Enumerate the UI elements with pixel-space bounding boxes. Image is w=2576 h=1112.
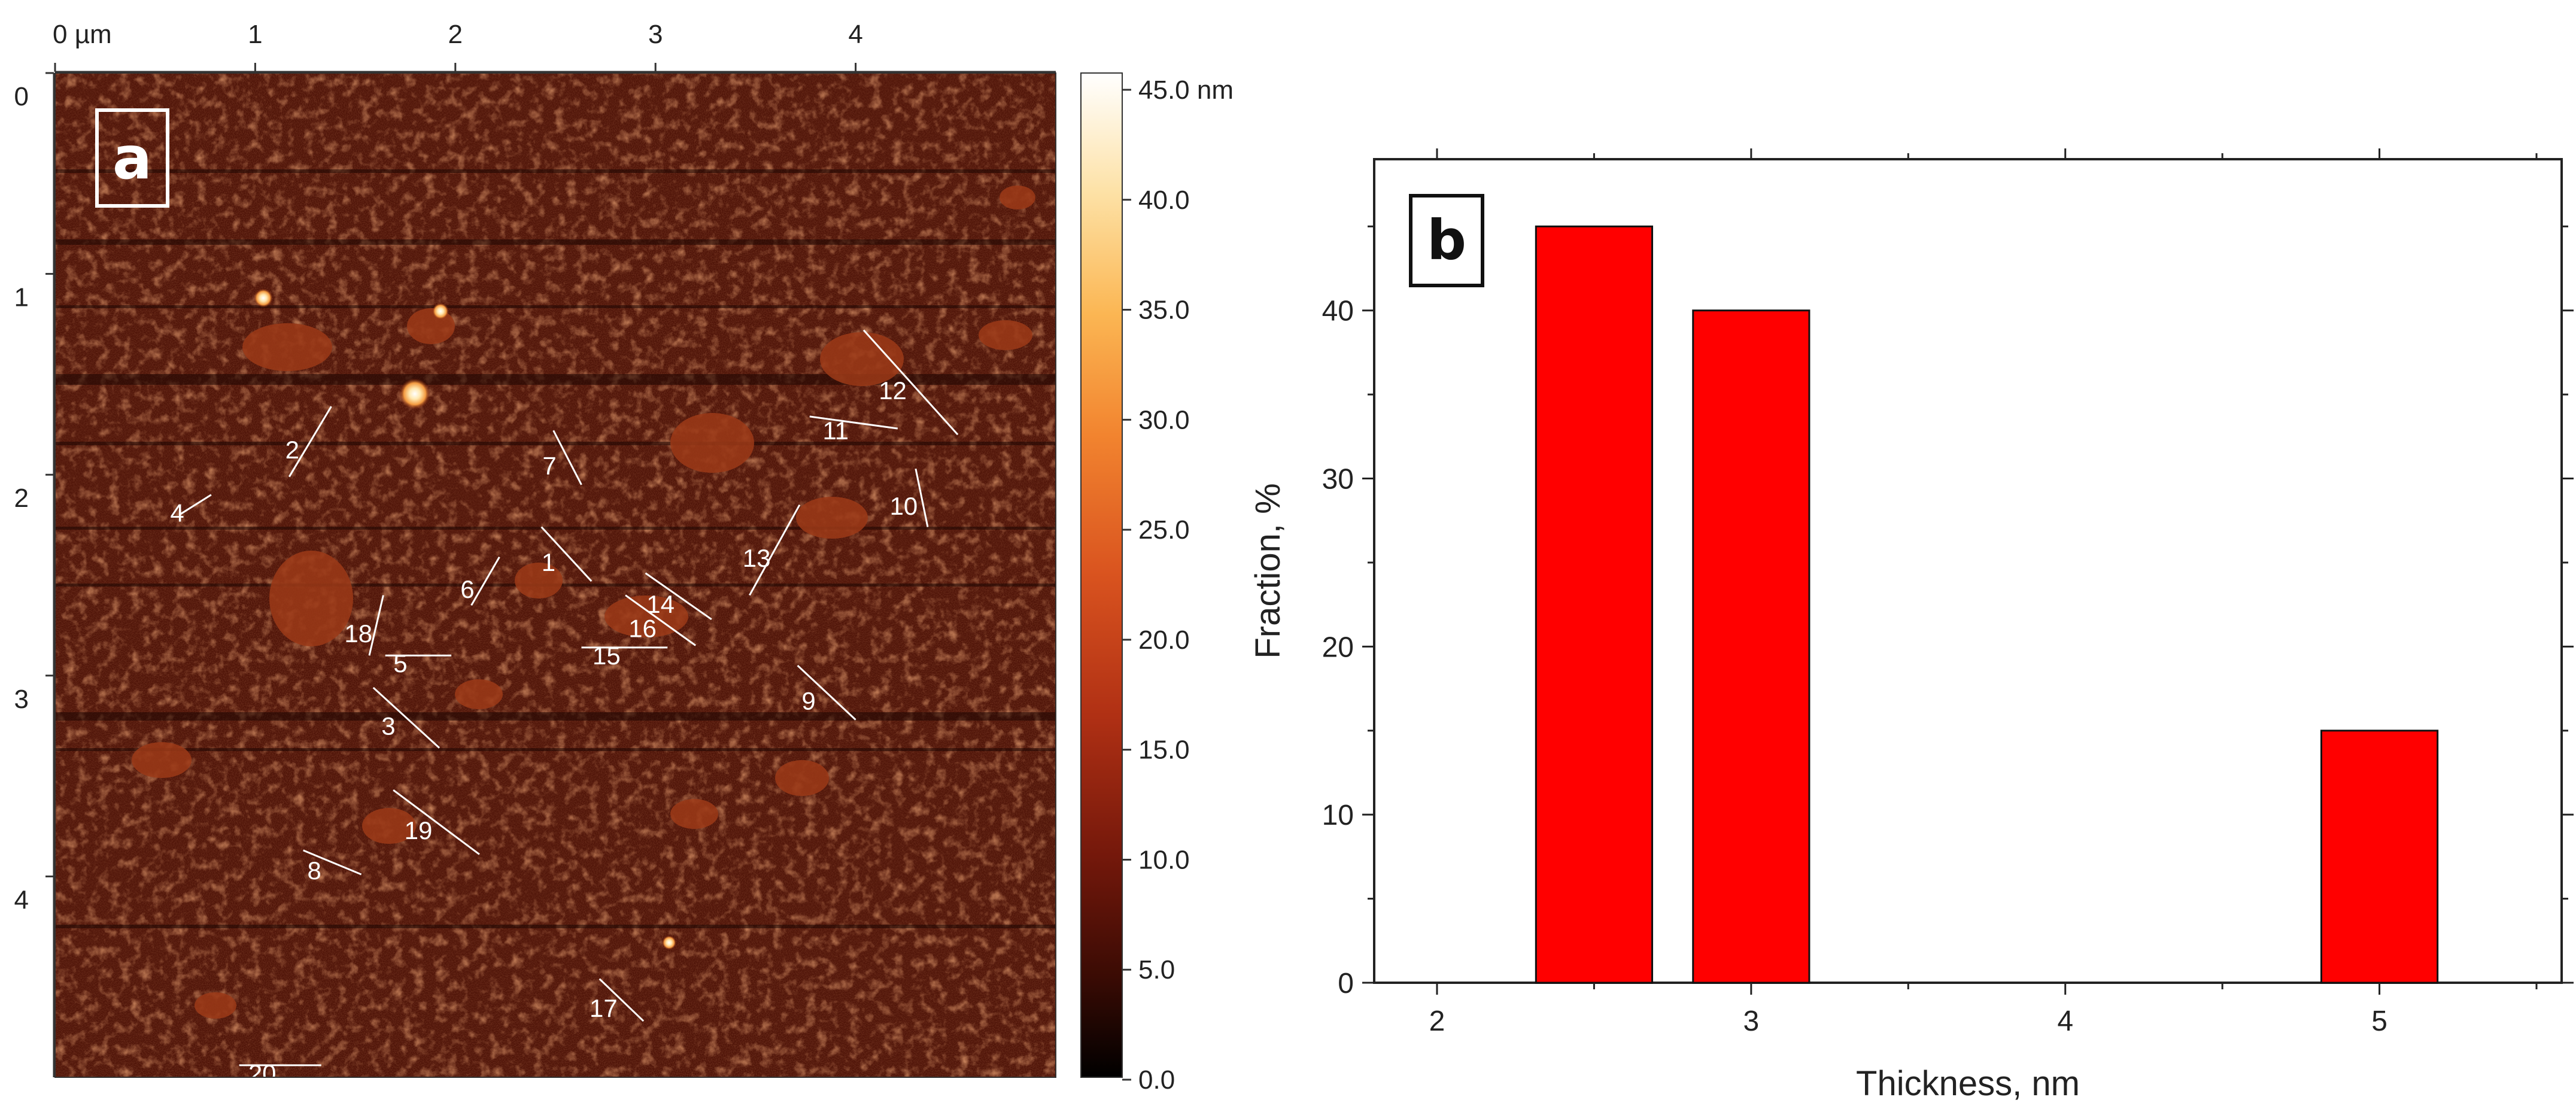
profile-label-18: 18 bbox=[344, 619, 372, 648]
profile-line-3 bbox=[372, 686, 441, 749]
profile-line-9 bbox=[797, 664, 856, 721]
x-tick-label: 4 bbox=[2057, 1005, 2073, 1037]
colorbar-tick-label: 20.0 bbox=[1138, 625, 1190, 655]
profile-line-1 bbox=[540, 526, 593, 582]
afm-x-tick-label: 4 bbox=[848, 20, 862, 49]
colorbar-gradient bbox=[1080, 72, 1123, 1078]
y-tick-label: 0 bbox=[1338, 968, 1354, 999]
x-tick-label: 5 bbox=[2371, 1005, 2387, 1037]
profile-line-14 bbox=[645, 572, 712, 621]
colorbar-tick-label: 10.0 bbox=[1138, 845, 1190, 874]
profile-line-13 bbox=[749, 504, 801, 596]
afm-y-tick-label: 2 bbox=[14, 484, 29, 513]
profile-label-5: 5 bbox=[393, 649, 407, 677]
panel-a-label: a bbox=[113, 124, 152, 193]
panel-b-label: b bbox=[1427, 208, 1466, 272]
profile-label-17: 17 bbox=[590, 994, 618, 1022]
profile-line-8 bbox=[303, 849, 362, 876]
profile-label-15: 15 bbox=[593, 642, 621, 670]
profile-label-11: 11 bbox=[822, 417, 849, 445]
colorbar: 45.0 nm 40.0 35.0 30.0 25.0 20.0 15.0 10.0 5.0 0.… bbox=[1080, 72, 1234, 1095]
colorbar-tick-label: 35.0 bbox=[1138, 296, 1190, 325]
bar-chart-panel: 2 3 4 5 0 10 20 30 40 b Thickness, nm Fraction, … bbox=[1248, 148, 2574, 1103]
afm-left-axis: 0 1 2 3 4 bbox=[14, 72, 55, 1077]
afm-frame bbox=[54, 72, 1056, 1078]
afm-top-axis: 0 µm 1 2 3 4 bbox=[53, 20, 1056, 73]
afm-x-unit-label: 0 µm bbox=[53, 20, 112, 49]
colorbar-tick-label: 30.0 bbox=[1138, 405, 1190, 435]
colorbar-tick-label: 45.0 nm bbox=[1138, 75, 1234, 105]
x-tick-label: 3 bbox=[1743, 1005, 1759, 1037]
profile-line-19 bbox=[393, 789, 480, 855]
afm-y-tick-label: 0 bbox=[14, 82, 29, 111]
bar-chart-axes: 2 3 4 5 0 10 20 30 40 bbox=[1322, 148, 2574, 1037]
profile-label-1: 1 bbox=[542, 548, 555, 576]
profile-line-16 bbox=[625, 594, 696, 646]
profile-line-7 bbox=[552, 430, 582, 485]
colorbar-tick-label: 40.0 bbox=[1138, 186, 1190, 215]
profile-line-10 bbox=[915, 468, 929, 527]
profile-label-12: 12 bbox=[879, 376, 907, 405]
profile-label-8: 8 bbox=[307, 856, 321, 885]
y-tick-label: 20 bbox=[1322, 631, 1354, 663]
bar-2.5 bbox=[1535, 225, 1654, 984]
panel-b-label-box bbox=[1409, 194, 1484, 287]
profile-line-2 bbox=[288, 406, 332, 478]
profile-line-18 bbox=[368, 595, 384, 656]
y-axis-title: Fraction, % bbox=[1248, 483, 1287, 658]
x-axis-title: Thickness, nm bbox=[1856, 1064, 2080, 1103]
afm-x-tick-label: 3 bbox=[648, 20, 663, 49]
profile-line-17 bbox=[599, 978, 645, 1022]
profile-line-11 bbox=[809, 415, 898, 430]
profile-label-7: 7 bbox=[542, 452, 556, 480]
profile-label-13: 13 bbox=[743, 544, 771, 572]
profile-line-4 bbox=[178, 494, 212, 516]
profile-label-9: 9 bbox=[801, 686, 815, 715]
x-tick-label: 2 bbox=[1429, 1005, 1445, 1037]
profile-label-19: 19 bbox=[405, 816, 433, 844]
profile-label-4: 4 bbox=[170, 499, 184, 527]
profile-label-16: 16 bbox=[628, 615, 657, 643]
y-tick-label: 30 bbox=[1322, 464, 1354, 496]
y-tick-label: 10 bbox=[1322, 800, 1354, 831]
profile-line-12 bbox=[862, 329, 959, 436]
profile-label-3: 3 bbox=[381, 712, 395, 740]
profile-label-6: 6 bbox=[460, 575, 474, 603]
afm-x-tick-label: 2 bbox=[448, 20, 463, 49]
afm-y-tick-label: 4 bbox=[14, 885, 29, 914]
profile-line-6 bbox=[470, 557, 500, 606]
bright-particles bbox=[254, 288, 676, 950]
profile-label-2: 2 bbox=[285, 436, 299, 464]
colorbar-tick-label: 0.0 bbox=[1138, 1065, 1175, 1095]
y-tick-label: 40 bbox=[1322, 296, 1354, 327]
profile-label-10: 10 bbox=[890, 492, 918, 520]
bar-5 bbox=[2320, 730, 2439, 984]
bar-3 bbox=[1692, 309, 1811, 984]
afm-x-tick-label: 1 bbox=[248, 20, 262, 49]
afm-y-tick-label: 1 bbox=[14, 283, 29, 312]
colorbar-tick-label: 25.0 bbox=[1138, 515, 1190, 545]
bars bbox=[1535, 225, 2439, 984]
profile-label-20: 20 bbox=[248, 1059, 277, 1087]
colorbar-tick-label: 5.0 bbox=[1138, 955, 1175, 985]
panel-a-label-box bbox=[95, 108, 169, 208]
afm-y-tick-label: 3 bbox=[14, 685, 29, 714]
colorbar-tick-label: 15.0 bbox=[1138, 736, 1190, 765]
